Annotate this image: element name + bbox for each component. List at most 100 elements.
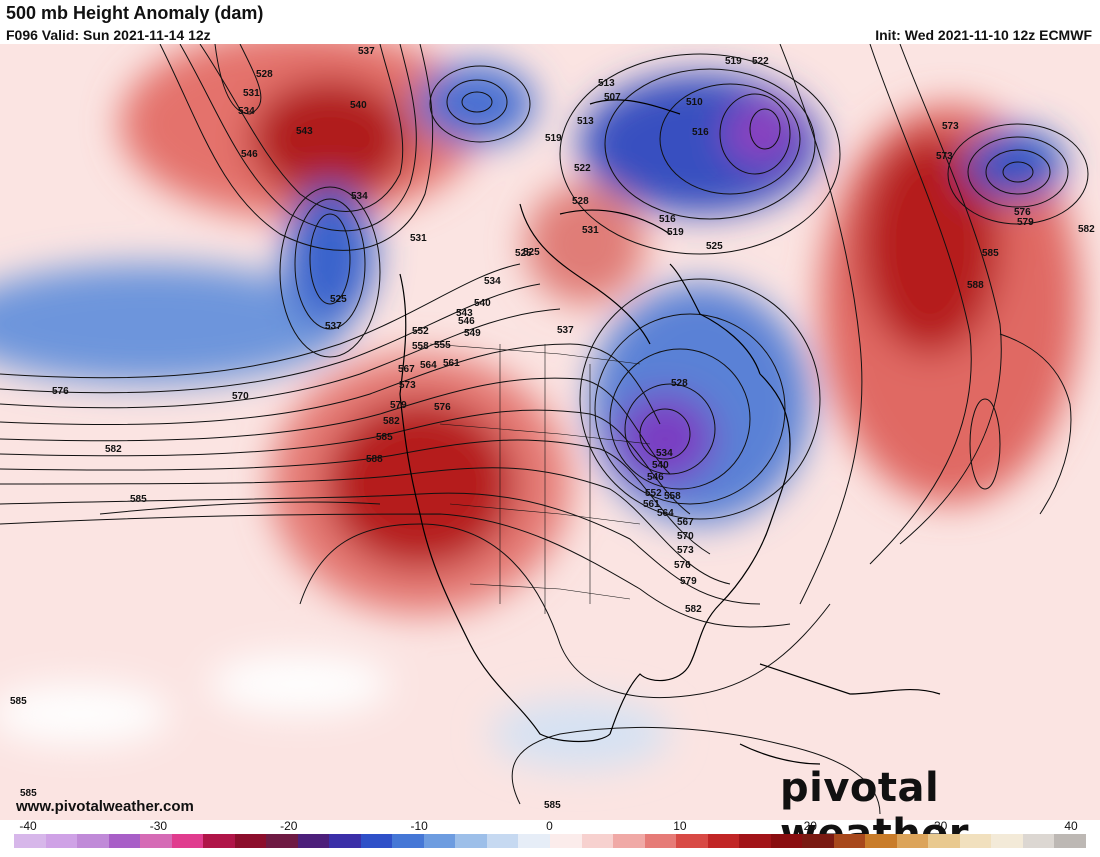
colorbar-tick-label: 0 <box>546 819 553 833</box>
colorbar-swatch <box>896 834 929 848</box>
colorbar-tick-label: 40 <box>1064 819 1078 833</box>
colorbar-swatch <box>959 834 992 848</box>
colorbar-swatch <box>770 834 803 848</box>
contour-label: 585 <box>376 432 393 443</box>
contour-label: 543 <box>296 126 313 137</box>
colorbar-swatch <box>865 834 898 848</box>
contour-label: 576 <box>674 560 691 571</box>
colorbar-swatch <box>360 834 393 848</box>
contour-label: 546 <box>647 472 664 483</box>
contour-label: 522 <box>752 56 769 67</box>
colorbar-tick-label: -10 <box>410 819 428 833</box>
contour-label: 546 <box>458 316 475 327</box>
colorbar-swatch <box>108 834 141 848</box>
contour-label: 576 <box>52 386 69 397</box>
contour-label: 552 <box>412 326 429 337</box>
valid-time: F096 Valid: Sun 2021-11-14 12z <box>6 27 211 43</box>
contour-label: 558 <box>664 491 681 502</box>
colorbar-swatch <box>486 834 519 848</box>
colorbar-swatch <box>423 834 456 848</box>
contour-label: 513 <box>598 78 615 89</box>
contour-label: 525 <box>515 248 532 259</box>
colorbar-tick-label: 10 <box>673 819 687 833</box>
contour-label: 555 <box>434 340 451 351</box>
contour-label: 582 <box>105 444 122 455</box>
contour-label: 570 <box>232 391 249 402</box>
contour-label: 534 <box>656 448 673 459</box>
contour-label: 534 <box>238 106 255 117</box>
contour-label: 507 <box>604 92 621 103</box>
contour-label: 561 <box>443 358 460 369</box>
header: 500 mb Height Anomaly (dam) F096 Valid: … <box>0 0 1100 44</box>
contour-label: 540 <box>350 100 367 111</box>
contour-label: 513 <box>577 116 594 127</box>
contour-label: 519 <box>545 133 562 144</box>
contour-label: 573 <box>936 151 953 162</box>
height-contours <box>0 44 1089 815</box>
website-label: www.pivotalweather.com <box>16 798 194 815</box>
colorbar-swatch <box>991 834 1024 848</box>
contour-label: 525 <box>706 241 723 252</box>
contour-label: 579 <box>1017 217 1034 228</box>
colorbar-swatch <box>1054 834 1087 848</box>
colorbar-swatch <box>707 834 740 848</box>
contour-label: 567 <box>677 517 694 528</box>
colorbar-swatch <box>392 834 425 848</box>
contour-label: 579 <box>680 576 697 587</box>
contour-label: 528 <box>671 378 688 389</box>
contour-label: 516 <box>659 214 676 225</box>
colorbar-swatch <box>329 834 362 848</box>
colorbar-swatch <box>171 834 204 848</box>
contour-label: 528 <box>256 69 273 80</box>
colorbar-tick-label: -20 <box>280 819 298 833</box>
colorbar-swatch <box>455 834 488 848</box>
contour-label: 537 <box>325 321 342 332</box>
contour-label: 531 <box>582 225 599 236</box>
contour-label: 552 <box>645 488 662 499</box>
contour-label: 573 <box>677 545 694 556</box>
anomaly-shading <box>0 44 1100 820</box>
colorbar-swatch <box>581 834 614 848</box>
colorbar-swatch <box>550 834 583 848</box>
colorbar-swatch <box>297 834 330 848</box>
colorbar-swatch <box>203 834 236 848</box>
anomaly-map: 537 528 531 534 540 543 546 534 531 525 537 576 570 5… <box>0 44 1100 820</box>
colorbar-tick-label: -30 <box>149 819 168 833</box>
colorbar <box>14 834 1087 848</box>
colorbar-swatch <box>644 834 677 848</box>
contour-label: 525 <box>523 247 540 258</box>
contour-label: 573 <box>399 380 416 391</box>
contour-label: 582 <box>685 604 702 615</box>
contour-label: 585 <box>130 494 147 505</box>
contour-label: 537 <box>557 325 574 336</box>
contour-label: 585 <box>982 248 999 259</box>
contour-label: 579 <box>390 400 407 411</box>
contour-label: 510 <box>686 97 703 108</box>
init-time: Init: Wed 2021-11-10 12z ECMWF <box>875 27 1092 43</box>
contour-label: 576 <box>1014 207 1031 218</box>
colorbar-swatch <box>676 834 709 848</box>
colorbar-swatch <box>518 834 551 848</box>
colorbar-swatch <box>140 834 173 848</box>
contour-label: 522 <box>574 163 591 174</box>
contour-label: 546 <box>241 149 258 160</box>
contour-label: 564 <box>657 508 674 519</box>
colorbar-tick-label: -40 <box>19 819 37 833</box>
contour-labels: 537 528 531 534 540 543 546 534 531 525 537 576 570 5… <box>10 46 1095 811</box>
contour-label: 528 <box>572 196 589 207</box>
contour-label: 537 <box>358 46 375 57</box>
contour-label: 549 <box>464 328 481 339</box>
state-borders <box>429 343 651 614</box>
colorbar-swatch <box>833 834 866 848</box>
colorbar-swatch <box>928 834 961 848</box>
colorbar-swatch <box>77 834 110 848</box>
contour-label: 588 <box>366 454 383 465</box>
contour-label: 519 <box>725 56 742 67</box>
colorbar-swatch <box>613 834 646 848</box>
colorbar-swatch <box>802 834 835 848</box>
contour-label: 516 <box>692 127 709 138</box>
colorbar-swatch <box>14 834 47 848</box>
contour-label: 531 <box>243 88 260 99</box>
colorbar-tick-label: 20 <box>803 819 817 833</box>
contour-label: 534 <box>484 276 501 287</box>
